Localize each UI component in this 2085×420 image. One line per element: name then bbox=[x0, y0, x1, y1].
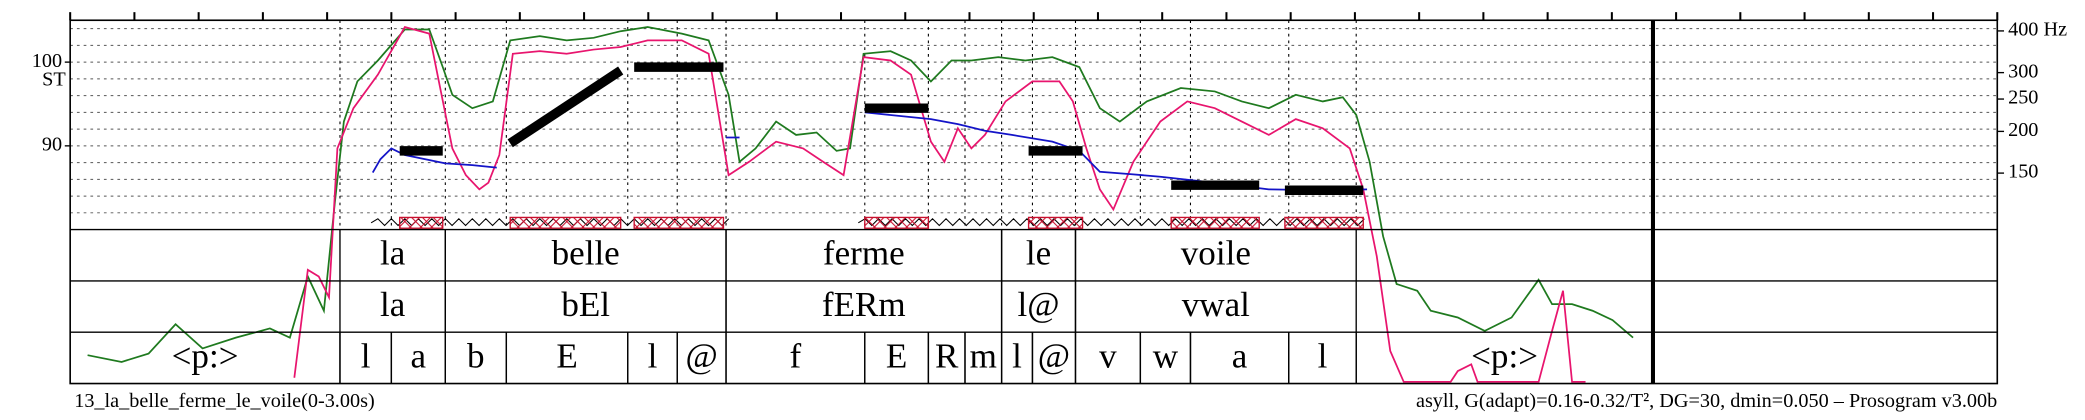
tier-label: l bbox=[1318, 336, 1328, 375]
y2-tick-label: 400 Hz bbox=[2008, 19, 2067, 41]
y2-tick-label: 150 bbox=[2008, 161, 2038, 183]
y2-tick-label: 200 bbox=[2008, 119, 2038, 141]
tier-label: l bbox=[648, 336, 658, 375]
tier-label: <p:> bbox=[172, 336, 239, 375]
tier-label: l bbox=[1012, 336, 1022, 375]
tier-label: l bbox=[361, 336, 371, 375]
nucleus bbox=[1284, 216, 1364, 229]
y-tick-label: 90 bbox=[42, 133, 62, 155]
nucleus bbox=[1027, 216, 1084, 229]
tier-label: l@ bbox=[1018, 285, 1060, 324]
tier-label: le bbox=[1026, 234, 1051, 273]
tier-label: R bbox=[935, 336, 959, 375]
tier-label: la bbox=[380, 234, 406, 273]
tier-label: vwal bbox=[1182, 285, 1250, 324]
tier-label: v bbox=[1099, 336, 1117, 375]
y2-tick-label: 250 bbox=[2008, 87, 2038, 109]
curve bbox=[293, 25, 1586, 383]
tier-label: f bbox=[790, 336, 802, 375]
tier-label: b bbox=[467, 336, 485, 375]
y2-tick-label: 300 bbox=[2008, 60, 2038, 82]
tier-label: m bbox=[970, 336, 997, 375]
nucleus bbox=[864, 216, 930, 229]
curve bbox=[371, 111, 1368, 192]
tier-label: fERm bbox=[822, 285, 906, 324]
nucleus-baseline bbox=[858, 218, 1365, 227]
y-axis-title: ST bbox=[42, 69, 66, 91]
tier-label: E bbox=[886, 336, 907, 375]
tier-label: bEl bbox=[561, 285, 610, 324]
frame bbox=[69, 19, 1999, 385]
nucleus bbox=[1170, 216, 1260, 229]
tier-label: E bbox=[556, 336, 577, 375]
tier-label: belle bbox=[552, 234, 620, 273]
tier-label: a bbox=[411, 336, 427, 375]
stylized-tone bbox=[507, 66, 624, 148]
tier-label: w bbox=[1153, 336, 1179, 375]
tier-label: voile bbox=[1181, 234, 1251, 273]
tier-label: <p:> bbox=[1471, 336, 1538, 375]
tier-label: la bbox=[380, 285, 406, 324]
curve bbox=[87, 26, 1634, 363]
nucleus bbox=[509, 216, 622, 229]
tier-label: a bbox=[1232, 336, 1248, 375]
y-tick-label: 100 bbox=[32, 50, 62, 72]
nucleus bbox=[633, 216, 725, 229]
curves bbox=[87, 25, 1634, 383]
nucleus bbox=[399, 216, 444, 229]
file-label: 13_la_belle_ferme_le_voile(0-3.00s) bbox=[74, 390, 375, 412]
tier-label: ferme bbox=[823, 234, 905, 273]
settings-label: asyll, G(adapt)=0.16-0.32/T², DG=30, dmi… bbox=[1416, 390, 1997, 412]
tier-label: @ bbox=[1038, 336, 1070, 375]
tier-label: @ bbox=[685, 336, 717, 375]
